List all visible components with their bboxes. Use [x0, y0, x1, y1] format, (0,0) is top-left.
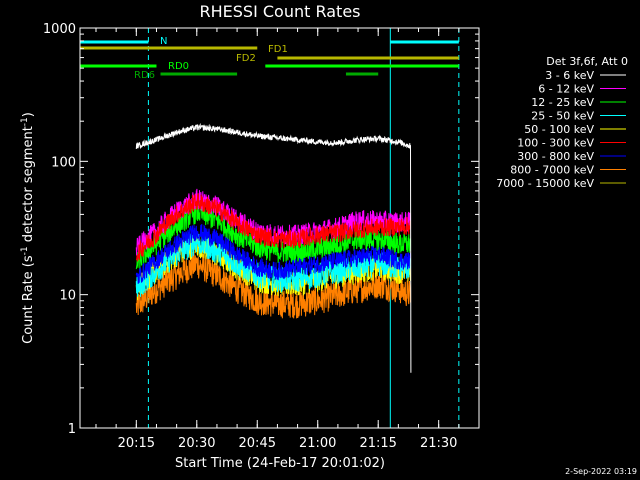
y-tick-label: 1000: [43, 22, 76, 37]
x-tick-label: 20:15: [118, 436, 155, 451]
legend-entry-label: 12 - 25 keV: [531, 96, 594, 109]
plot-area: N FD1 FD2 RD0 RD6: [79, 28, 460, 428]
y-axis-label-end: ): [21, 112, 36, 117]
y-axis-label-mid: detector segment: [21, 126, 36, 246]
legend-entry-label: 25 - 50 keV: [531, 110, 594, 123]
legend-entry-label: 7000 - 15000 keV: [496, 177, 594, 190]
legend-entry-label: 6 - 12 keV: [538, 83, 594, 96]
x-tick-label: 21:15: [359, 436, 396, 451]
legend-entry-label: 50 - 100 keV: [524, 123, 594, 136]
series-line: [135, 223, 411, 284]
y-axis-label-sup2: -1: [20, 117, 30, 126]
legend-entry-label: 3 - 6 keV: [545, 69, 594, 82]
x-axis-label: Start Time (24-Feb-17 20:01:02): [175, 456, 385, 471]
legend-entry-label: 800 - 7000 keV: [510, 164, 594, 177]
axes: 1 10 100 1000 20:15 20:30 20:45 21:00 21:15 21:30: [43, 22, 480, 451]
series-line: [135, 193, 411, 262]
footer-date: 2-Sep-2022 03:19: [565, 467, 637, 476]
x-tick-label: 21:00: [299, 436, 336, 451]
y-axis-label: Count Rate (s-1 detector segment-1): [20, 112, 36, 344]
state-bar-label: FD2: [236, 53, 256, 64]
x-tick-label: 20:30: [178, 436, 215, 451]
chart-title: RHESSI Count Rates: [200, 2, 361, 21]
legend-entry-label: 100 - 300 keV: [517, 137, 594, 150]
series-line: [135, 251, 411, 319]
x-tick-label: 20:45: [239, 436, 276, 451]
y-tick-label: 10: [59, 289, 76, 304]
y-tick-label: 100: [51, 155, 76, 170]
state-bar-label: N: [160, 36, 167, 47]
plot-frame: [79, 27, 480, 429]
y-axis-label-sup1: -1: [20, 246, 30, 255]
legend-entry-label: 300 - 800 keV: [517, 150, 594, 163]
y-tick-label: 1: [68, 422, 76, 437]
state-bar-label: FD1: [268, 44, 288, 55]
legend-header: Det 3f,6f, Att 0: [546, 55, 628, 68]
state-bar-label: RD0: [168, 61, 189, 72]
x-tick-label: 21:30: [420, 436, 457, 451]
series-line: [135, 231, 411, 297]
state-bar-label: RD6: [134, 70, 155, 81]
series-line: [135, 122, 412, 373]
y-axis-label-main: Count Rate (s: [21, 255, 36, 344]
